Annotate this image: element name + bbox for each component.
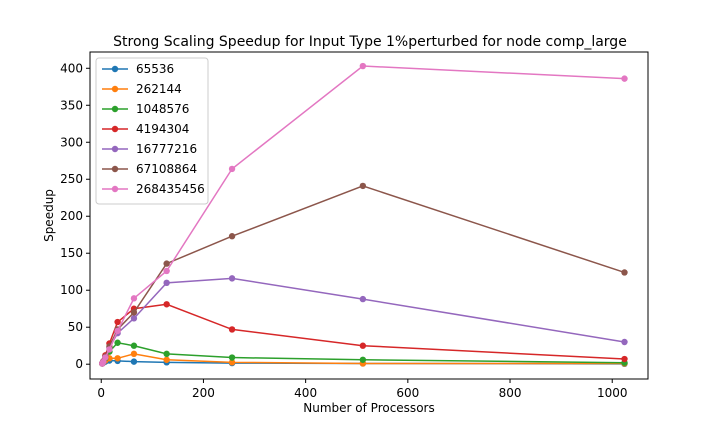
y-tick-label: 250 xyxy=(60,172,83,186)
data-point xyxy=(114,318,121,326)
data-point xyxy=(130,358,138,365)
legend-label: 65536 xyxy=(136,62,174,76)
legend-item: 4194304 xyxy=(102,122,189,136)
legend-item: 67108864 xyxy=(102,162,197,176)
legend-label: 268435456 xyxy=(136,182,205,196)
legend-label: 4194304 xyxy=(136,122,189,136)
data-point xyxy=(130,350,138,358)
legend-label: 16777216 xyxy=(136,142,197,156)
data-point xyxy=(106,346,113,353)
data-point xyxy=(228,165,236,173)
data-point xyxy=(359,356,367,363)
legend: 65536 262144 1048576 4194304 16777216 6710886… xyxy=(95,57,209,205)
data-point xyxy=(621,355,628,363)
y-axis-label: Speedup xyxy=(42,189,56,242)
legend-item: 16777216 xyxy=(102,142,197,156)
x-tick-label: 0 xyxy=(97,386,105,400)
x-tick-label: 400 xyxy=(294,386,317,400)
data-point xyxy=(228,359,236,366)
x-tick-label: 800 xyxy=(499,386,522,400)
data-point xyxy=(114,355,121,362)
data-point xyxy=(359,295,367,303)
legend-box xyxy=(95,57,209,205)
data-point xyxy=(621,269,628,276)
x-tick-label: 600 xyxy=(396,386,419,400)
data-point xyxy=(130,342,138,349)
data-point xyxy=(163,356,170,363)
data-point xyxy=(163,260,170,267)
legend-label: 67108864 xyxy=(136,162,197,176)
series-67108864 xyxy=(99,182,628,367)
data-point xyxy=(359,342,367,349)
y-tick-label: 350 xyxy=(60,98,83,112)
y-tick-label: 150 xyxy=(60,246,83,260)
legend-marker xyxy=(111,185,119,193)
series-line xyxy=(101,185,625,364)
data-point xyxy=(114,327,121,335)
legend-item: 1048576 xyxy=(102,102,189,116)
series-16777216 xyxy=(99,275,628,367)
data-point xyxy=(621,338,628,346)
data-point xyxy=(163,350,170,358)
legend-label: 1048576 xyxy=(136,102,189,116)
y-tick-label: 50 xyxy=(68,320,83,334)
data-point xyxy=(359,62,367,70)
data-point xyxy=(130,295,138,302)
legend-marker xyxy=(111,125,119,133)
data-point xyxy=(228,326,236,333)
x-tick-label: 1000 xyxy=(597,386,628,400)
data-point xyxy=(130,309,138,316)
data-point xyxy=(163,267,170,275)
series-268435456 xyxy=(99,62,628,367)
legend-marker xyxy=(111,145,119,153)
chart-title: Strong Scaling Speedup for Input Type 1%… xyxy=(113,34,627,50)
data-point xyxy=(102,354,109,361)
y-tick-label: 100 xyxy=(60,283,83,297)
y-axis: 0 50 100 150 200 250 300 350 400 xyxy=(60,61,90,371)
data-point xyxy=(228,354,236,361)
y-tick-label: 0 xyxy=(75,357,83,371)
legend-marker xyxy=(111,85,119,93)
data-point xyxy=(621,75,628,82)
legend-item: 65536 xyxy=(102,62,174,76)
legend-marker xyxy=(111,65,119,73)
plot-area xyxy=(99,62,628,368)
series-line xyxy=(101,277,625,364)
data-point xyxy=(163,279,170,287)
legend-marker xyxy=(111,165,119,173)
legend-item: 262144 xyxy=(102,82,182,96)
x-tick-label: 200 xyxy=(192,386,215,400)
x-axis: 0 200 400 600 800 1000 xyxy=(97,379,628,400)
data-point xyxy=(228,233,236,240)
legend-marker xyxy=(111,105,119,113)
data-point xyxy=(163,301,170,308)
data-point xyxy=(114,339,121,346)
legend-label: 262144 xyxy=(136,82,182,96)
data-point xyxy=(359,182,367,190)
y-tick-label: 400 xyxy=(60,61,83,75)
x-axis-label: Number of Processors xyxy=(303,401,434,415)
legend-item: 268435456 xyxy=(102,182,205,196)
y-tick-label: 200 xyxy=(60,209,83,223)
data-point xyxy=(130,315,138,322)
plot-frame xyxy=(89,51,649,380)
y-tick-label: 300 xyxy=(60,135,83,149)
data-point xyxy=(228,275,236,282)
